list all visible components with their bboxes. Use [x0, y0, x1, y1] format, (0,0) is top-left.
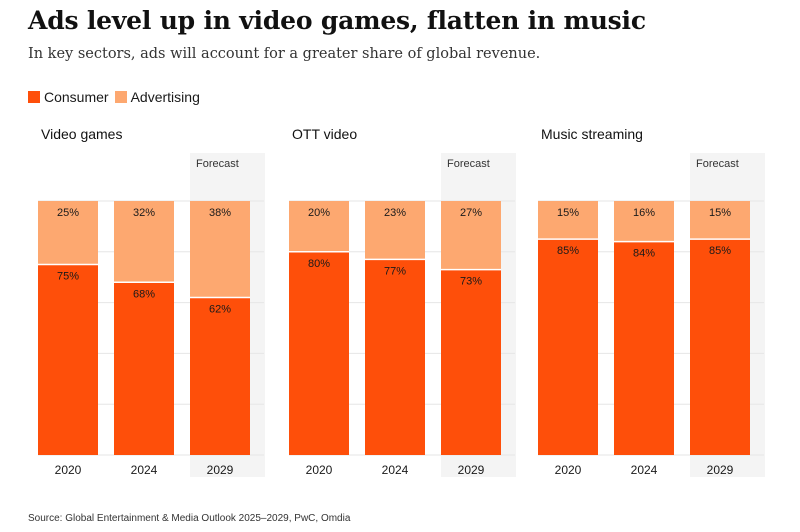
- panel-title-music-streaming: Music streaming: [541, 126, 643, 142]
- bar-label-consumer-music-streaming-2020: 85%: [557, 245, 579, 257]
- bar-label-consumer-ott-video-2020: 80%: [308, 258, 330, 270]
- bar-consumer-music-streaming-2024: [614, 241, 674, 455]
- bar-label-consumer-video-games-2020: 75%: [57, 271, 79, 283]
- bar-label-advertising-video-games-2020: 25%: [57, 207, 79, 219]
- bar-advertising-video-games-2020: [38, 201, 98, 265]
- legend-swatch-advertising: [114, 91, 127, 103]
- x-tick-label-music-streaming-2020: 2020: [555, 463, 582, 477]
- x-tick-label-music-streaming-2029: 2029: [707, 463, 734, 477]
- x-tick-label-music-streaming-2024: 2024: [631, 463, 658, 477]
- bar-label-consumer-video-games-2029: 62%: [209, 304, 231, 316]
- bar-label-consumer-music-streaming-2024: 84%: [633, 248, 655, 260]
- charts-area: Forecast Video games 25% 75% 2020 32% 68% 2024 3…: [38, 126, 765, 477]
- bar-label-advertising-video-games-2029: 38%: [209, 207, 231, 219]
- bar-advertising-ott-video-2020: [289, 201, 349, 252]
- bar-consumer-video-games-2029: [190, 297, 250, 455]
- bar-label-advertising-video-games-2024: 32%: [133, 207, 155, 219]
- x-tick-label-video-games-2029: 2029: [207, 463, 234, 477]
- bar-label-consumer-ott-video-2024: 77%: [384, 265, 406, 277]
- x-tick-label-video-games-2024: 2024: [131, 463, 158, 477]
- bar-consumer-music-streaming-2029: [690, 239, 750, 455]
- bar-label-advertising-music-streaming-2020: 15%: [557, 207, 579, 219]
- legend: Consumer Advertising: [28, 89, 206, 105]
- bar-advertising-music-streaming-2020: [538, 201, 598, 240]
- bar-consumer-video-games-2020: [38, 264, 98, 455]
- source-note: Source: Global Entertainment & Media Out…: [28, 513, 351, 524]
- legend-item-advertising: Advertising: [114, 89, 200, 105]
- bar-advertising-music-streaming-2024: [614, 201, 674, 242]
- bar-consumer-ott-video-2024: [365, 259, 425, 455]
- bar-advertising-ott-video-2029: [441, 201, 501, 270]
- bar-label-advertising-ott-video-2029: 27%: [460, 207, 482, 219]
- forecast-label-video-games: Forecast: [196, 158, 239, 170]
- x-tick-label-ott-video-2024: 2024: [382, 463, 409, 477]
- chart-subtitle: In key sectors, ads will account for a g…: [28, 46, 541, 62]
- chart-title: Ads level up in video games, flatten in …: [28, 6, 646, 35]
- legend-item-consumer: Consumer: [28, 89, 109, 105]
- bar-consumer-music-streaming-2020: [538, 239, 598, 455]
- legend-swatch-consumer: [28, 91, 40, 103]
- bar-label-consumer-ott-video-2029: 73%: [460, 276, 482, 288]
- bar-label-advertising-ott-video-2020: 20%: [308, 207, 330, 219]
- bar-label-advertising-music-streaming-2029: 15%: [709, 207, 731, 219]
- panel-title-video-games: Video games: [41, 126, 122, 142]
- bar-consumer-video-games-2024: [114, 282, 174, 455]
- forecast-label-ott-video: Forecast: [447, 158, 490, 170]
- bar-advertising-video-games-2029: [190, 201, 250, 298]
- bar-advertising-ott-video-2024: [365, 201, 425, 260]
- bar-advertising-music-streaming-2029: [690, 201, 750, 240]
- bar-label-advertising-ott-video-2024: 23%: [384, 207, 406, 219]
- legend-label-consumer: Consumer: [44, 89, 109, 105]
- bar-consumer-ott-video-2029: [441, 269, 501, 455]
- legend-label-advertising: Advertising: [130, 89, 200, 105]
- bar-label-consumer-music-streaming-2029: 85%: [709, 245, 731, 257]
- x-tick-label-video-games-2020: 2020: [55, 463, 82, 477]
- panel-title-ott-video: OTT video: [292, 126, 357, 142]
- forecast-label-music-streaming: Forecast: [696, 158, 739, 170]
- x-tick-label-ott-video-2020: 2020: [306, 463, 333, 477]
- bar-label-advertising-music-streaming-2024: 16%: [633, 207, 655, 219]
- x-tick-label-ott-video-2029: 2029: [458, 463, 485, 477]
- bar-advertising-video-games-2024: [114, 201, 174, 283]
- bar-label-consumer-video-games-2024: 68%: [133, 288, 155, 300]
- bar-consumer-ott-video-2020: [289, 251, 349, 455]
